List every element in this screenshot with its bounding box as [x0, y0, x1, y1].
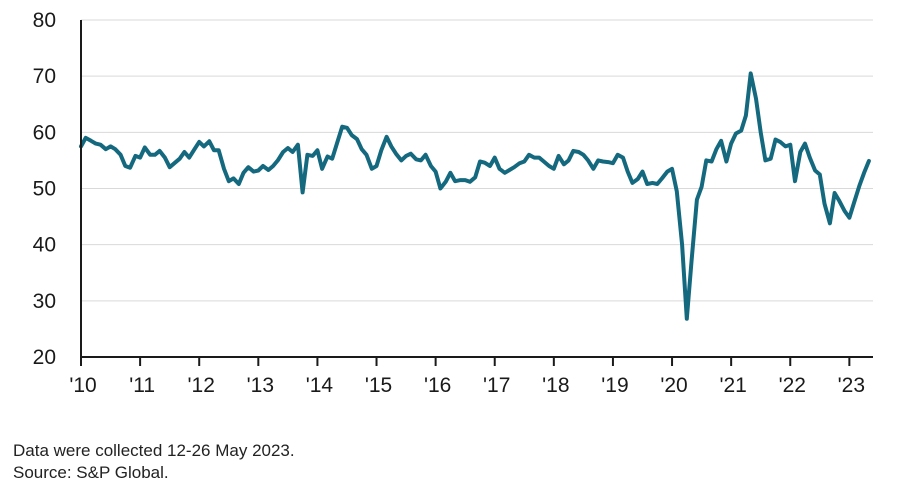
y-tick-label: 80 — [33, 9, 56, 32]
source-note: Source: S&P Global. — [13, 463, 169, 482]
x-tick-label: '13 — [247, 374, 274, 397]
y-tick-label: 40 — [33, 234, 56, 257]
x-tick-label: '19 — [601, 374, 628, 397]
y-axis-ticks: 20 30 40 50 60 70 80 — [33, 9, 56, 369]
x-tick-label: '18 — [542, 374, 569, 397]
x-tick-label: '23 — [838, 374, 865, 397]
x-tick-label: '17 — [483, 374, 510, 397]
y-tick-label: 60 — [33, 121, 56, 144]
y-tick-label: 30 — [33, 290, 56, 313]
x-tick-label: '10 — [69, 374, 96, 397]
x-axis-ticks: '10 '11 '12 '13 '14 '15 '16 '17 '18 '19 '20 '21 '22 '… — [69, 357, 865, 397]
y-tick-label: 70 — [33, 65, 56, 88]
x-tick-label: '15 — [365, 374, 392, 397]
x-tick-label: '11 — [129, 374, 155, 397]
x-tick-label: '21 — [719, 374, 746, 397]
x-tick-label: '20 — [660, 374, 687, 397]
data-collection-note: Data were collected 12-26 May 2023. — [13, 441, 295, 460]
series-layer — [79, 71, 871, 321]
series-line-0 — [79, 71, 871, 321]
x-tick-label: '16 — [424, 374, 451, 397]
x-tick-label: '14 — [306, 374, 334, 397]
x-tick-label: '12 — [188, 374, 215, 397]
axes — [80, 20, 873, 358]
y-tick-label: 20 — [33, 346, 56, 369]
x-tick-label: '22 — [779, 374, 806, 397]
y-tick-label: 50 — [33, 178, 56, 201]
gridlines — [81, 19, 873, 302]
